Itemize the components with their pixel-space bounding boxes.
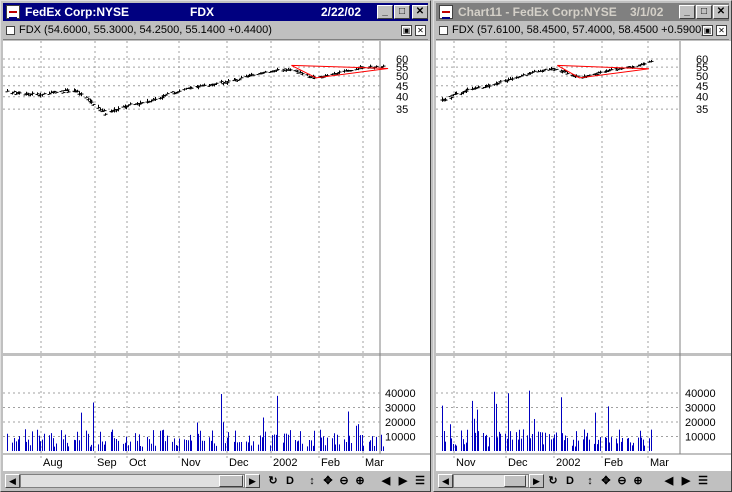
volume-tick-label: 10000 <box>385 432 416 444</box>
price-tick-label: 40 <box>396 92 408 104</box>
date-tick-label: Nov <box>181 457 201 469</box>
volume-tick-label: 20000 <box>685 417 716 429</box>
vertical-resize-icon[interactable]: ↕ <box>587 475 593 487</box>
window-date: 2/22/02 <box>321 5 362 19</box>
pane-restore-icon[interactable]: ▣ <box>702 25 713 36</box>
cycle-icon[interactable]: ↻ <box>268 475 278 487</box>
window-symbol: FDX <box>190 5 214 19</box>
price-info-text: FDX (54.6000, 55.3000, 54.2500, 55.1400 … <box>19 24 272 36</box>
cycle-icon[interactable]: ↻ <box>548 475 558 487</box>
window-titlebar[interactable]: Chart11 - FedEx Corp:NYSE 3/1/02 _ □ ✕ <box>436 3 729 21</box>
previous-icon[interactable]: ◀ <box>664 475 674 487</box>
date-axis-strip <box>436 454 731 471</box>
scroll-left-button[interactable]: ◀ <box>5 474 20 488</box>
price-info-bar: FDX (54.6000, 55.3000, 54.2500, 55.1400 … <box>3 23 428 40</box>
price-tick-label: 60 <box>696 54 708 66</box>
date-axis-strip <box>3 454 430 471</box>
daily-button[interactable]: D <box>286 475 294 487</box>
volume-tick-label: 40000 <box>685 388 716 400</box>
volume-tick-label: 30000 <box>685 403 716 415</box>
date-tick-label: Dec <box>229 457 249 469</box>
price-tick-label: 35 <box>396 104 408 116</box>
vertical-resize-icon[interactable]: ↕ <box>309 475 315 487</box>
chart-window-chart11[interactable]: Chart11 - FedEx Corp:NYSE 3/1/02 _ □ ✕ F… <box>433 0 732 492</box>
chart-window-fdx[interactable]: FedEx Corp:NYSE FDX 2/22/02 _ □ ✕ FDX (5… <box>0 0 431 492</box>
date-tick-label: Feb <box>604 457 623 469</box>
date-tick-label: Dec <box>508 457 528 469</box>
pane-divider <box>3 353 430 356</box>
date-tick-label: 2002 <box>556 457 580 469</box>
scroll-right-button[interactable]: ▶ <box>245 474 260 488</box>
price-pane <box>3 41 430 353</box>
price-tick-label: 55 <box>696 62 708 74</box>
volume-tick-label: 30000 <box>385 403 416 415</box>
close-button[interactable]: ✕ <box>713 5 729 19</box>
close-button[interactable]: ✕ <box>412 5 428 19</box>
app-icon[interactable] <box>439 5 453 19</box>
price-pane <box>436 41 731 353</box>
previous-icon[interactable]: ◀ <box>381 475 391 487</box>
price-tick-label: 45 <box>396 81 408 93</box>
date-tick-label: Aug <box>43 457 63 469</box>
price-tick-label: 60 <box>396 54 408 66</box>
triangle-pattern <box>291 64 389 79</box>
window-titlebar[interactable]: FedEx Corp:NYSE FDX 2/22/02 _ □ ✕ <box>3 3 428 21</box>
list-icon[interactable]: ☰ <box>415 475 425 487</box>
volume-tick-label: 10000 <box>685 432 716 444</box>
scroll-left-button[interactable]: ◀ <box>438 474 453 488</box>
zoom-in-icon[interactable]: ⊕ <box>633 475 643 487</box>
date-tick-label: Oct <box>129 457 146 469</box>
move-icon[interactable]: ✥ <box>323 475 333 487</box>
chart-statusbar: ◀ ▶ ↻ D ↕ ✥ ⊖ ⊕ ◀ ▶ ☰ <box>436 472 729 490</box>
date-tick-label: Feb <box>321 457 340 469</box>
zoom-in-icon[interactable]: ⊕ <box>355 475 365 487</box>
date-tick-label: Mar <box>365 457 384 469</box>
move-icon[interactable]: ✥ <box>601 475 611 487</box>
window-date: 3/1/02 <box>630 5 664 19</box>
maximize-button[interactable]: □ <box>696 5 712 19</box>
pane-close-icon[interactable]: ✕ <box>716 25 727 36</box>
price-info-text: FDX (57.6100, 58.4500, 57.4000, 58.4500 … <box>452 24 705 36</box>
minimize-button[interactable]: _ <box>377 5 393 19</box>
list-icon[interactable]: ☰ <box>698 475 708 487</box>
chart-statusbar: ◀ ▶ ↻ D ↕ ✥ ⊖ ⊕ ◀ ▶ ☰ <box>3 472 428 490</box>
next-icon[interactable]: ▶ <box>398 475 408 487</box>
scroll-thumb[interactable] <box>219 475 243 487</box>
price-tick-label: 40 <box>696 92 708 104</box>
price-tick-label: 45 <box>696 81 708 93</box>
price-tick-label: 50 <box>396 71 408 83</box>
price-tick-label: 35 <box>696 104 708 116</box>
next-icon[interactable]: ▶ <box>681 475 691 487</box>
window-title: Chart11 - FedEx Corp:NYSE <box>458 5 617 19</box>
volume-tick-label: 40000 <box>385 388 416 400</box>
horizontal-scrollbar[interactable] <box>20 474 245 488</box>
pane-icon[interactable] <box>439 26 448 35</box>
date-tick-label: Sep <box>97 457 117 469</box>
price-tick-label: 50 <box>696 71 708 83</box>
scroll-thumb[interactable] <box>504 475 526 487</box>
scroll-right-button[interactable]: ▶ <box>529 474 544 488</box>
price-tick-label: 55 <box>396 62 408 74</box>
maximize-button[interactable]: □ <box>394 5 410 19</box>
price-info-bar: FDX (57.6100, 58.4500, 57.4000, 58.4500 … <box>436 23 729 40</box>
zoom-out-icon[interactable]: ⊖ <box>617 475 627 487</box>
minimize-button[interactable]: _ <box>679 5 695 19</box>
horizontal-scrollbar[interactable] <box>453 474 529 488</box>
pane-icon[interactable] <box>6 26 15 35</box>
zoom-out-icon[interactable]: ⊖ <box>339 475 349 487</box>
triangle-pattern <box>557 64 650 79</box>
pane-close-icon[interactable]: ✕ <box>415 25 426 36</box>
pane-divider <box>436 353 731 356</box>
volume-tick-label: 20000 <box>385 417 416 429</box>
date-tick-label: 2002 <box>273 457 297 469</box>
app-icon[interactable] <box>6 5 20 19</box>
volume-pane <box>3 356 430 454</box>
pane-restore-icon[interactable]: ▣ <box>401 25 412 36</box>
daily-button[interactable]: D <box>566 475 574 487</box>
date-tick-label: Nov <box>456 457 476 469</box>
window-title: FedEx Corp:NYSE <box>25 5 130 19</box>
date-tick-label: Mar <box>650 457 669 469</box>
